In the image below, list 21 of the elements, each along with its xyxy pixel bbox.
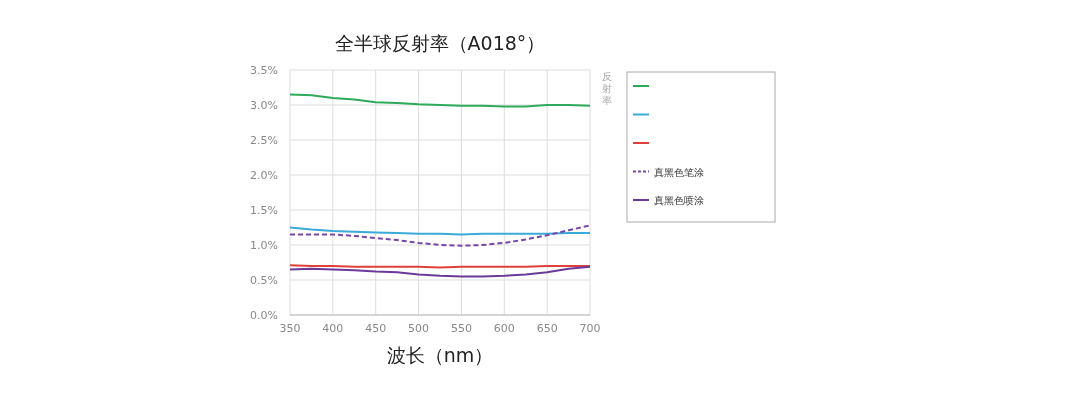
y-tick-label: 2.5% bbox=[250, 134, 278, 147]
x-tick-label: 350 bbox=[279, 322, 301, 335]
y-tick-label: 3.5% bbox=[250, 64, 278, 77]
y-tick-label: 0.5% bbox=[250, 274, 278, 287]
x-tick-label: 650 bbox=[536, 322, 558, 335]
chart-title: 全半球反射率（A018°） bbox=[334, 32, 546, 54]
y-tick-label: 1.0% bbox=[250, 239, 278, 252]
x-tick-label: 450 bbox=[365, 322, 387, 335]
y-tick-label: 3.0% bbox=[250, 99, 278, 112]
y-axis-title: 反射率 bbox=[602, 71, 612, 106]
y-tick-label: 0.0% bbox=[250, 309, 278, 322]
legend-label: 真黑色喷涂 bbox=[654, 195, 704, 206]
y-tick-label: 1.5% bbox=[250, 204, 278, 217]
x-tick-label: 500 bbox=[408, 322, 430, 335]
x-tick-label: 600 bbox=[493, 322, 515, 335]
x-tick-label: 700 bbox=[579, 322, 601, 335]
legend-label: 真黑色笔涂 bbox=[654, 166, 704, 178]
x-tick-label: 400 bbox=[322, 322, 344, 335]
x-axis-title: 波长（nm） bbox=[386, 344, 494, 366]
x-tick-label: 550 bbox=[450, 322, 472, 335]
y-tick-label: 2.0% bbox=[250, 169, 278, 182]
